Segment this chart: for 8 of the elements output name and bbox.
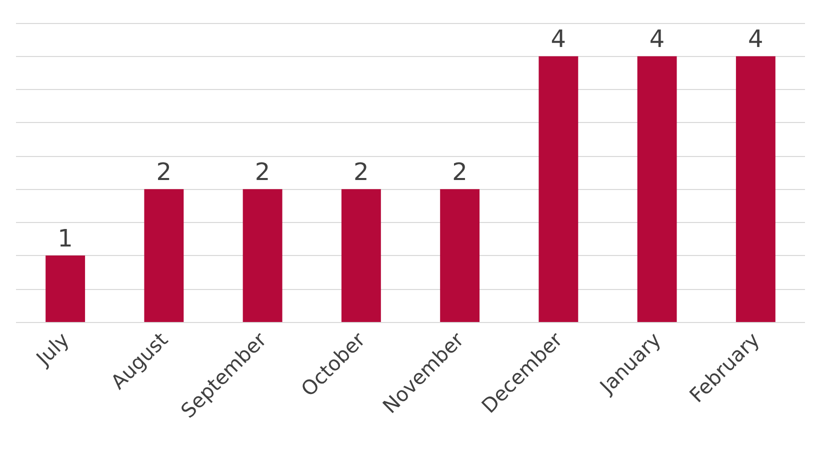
data-label: 2 bbox=[452, 158, 468, 186]
data-label: 4 bbox=[649, 25, 665, 54]
data-label: 2 bbox=[156, 158, 172, 186]
data-label: 2 bbox=[254, 158, 270, 186]
data-label: 4 bbox=[550, 25, 566, 54]
data-label: 4 bbox=[748, 25, 764, 54]
data-label: 2 bbox=[354, 158, 369, 186]
data-label: 1 bbox=[58, 224, 73, 253]
